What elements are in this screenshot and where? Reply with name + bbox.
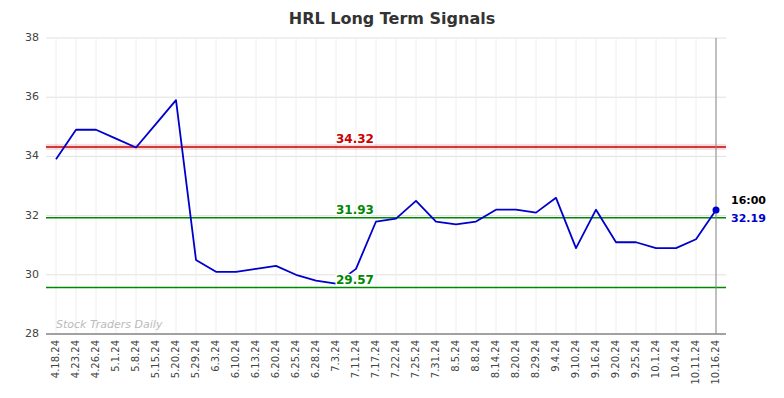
x-grid-line: [636, 38, 637, 334]
price-line: [56, 100, 716, 284]
x-grid-line: [136, 38, 137, 334]
y-tick-label: 38: [25, 31, 39, 44]
x-grid-line: [336, 38, 337, 334]
title: HRL Long Term Signals: [289, 9, 496, 28]
x-tick-label: 8.8.24: [470, 340, 481, 372]
reference-label: 34.32: [336, 132, 374, 146]
x-grid-line: [176, 38, 177, 334]
y-grid-line: [46, 274, 726, 275]
x-tick-label: 5.1.24: [110, 340, 121, 372]
x-tick-label: 8.20.24: [510, 340, 521, 378]
x-tick-label: 5.20.24: [170, 340, 181, 378]
end-label: 16:00: [731, 194, 766, 207]
reference-band: [46, 144, 726, 150]
x-grid-line: [376, 38, 377, 334]
x-tick-label: 6.28.24: [310, 340, 321, 378]
x-tick-label: 6.13.24: [250, 340, 261, 378]
x-grid-line: [116, 38, 117, 334]
x-grid-line: [516, 38, 517, 334]
x-tick-label: 7.17.24: [370, 340, 381, 378]
x-tick-label: 9.25.24: [630, 340, 641, 378]
x-grid-line: [76, 38, 77, 334]
x-grid-line: [56, 38, 57, 334]
x-tick-label: 10.16.24: [710, 340, 721, 385]
x-tick-label: 6.3.24: [210, 340, 221, 372]
y-tick-label: 30: [25, 268, 39, 281]
x-grid-line: [596, 38, 597, 334]
x-grid-line: [196, 38, 197, 334]
plot-area: [46, 38, 726, 334]
x-grid-line: [616, 38, 617, 334]
y-grid-line: [46, 38, 726, 39]
y-grid-line: [46, 334, 726, 335]
x-tick-label: 10.4.24: [670, 340, 681, 378]
x-grid-line: [476, 38, 477, 334]
x-grid-line: [576, 38, 577, 334]
x-grid-line: [436, 38, 437, 334]
reference-line: [46, 146, 726, 148]
x-grid-line: [156, 38, 157, 334]
y-tick-label: 34: [25, 149, 39, 162]
x-tick-label: 6.10.24: [230, 340, 241, 378]
x-tick-label: 5.8.24: [130, 340, 141, 372]
y-grid-line: [46, 215, 726, 216]
x-grid-line: [716, 38, 717, 334]
x-tick-label: 4.26.24: [90, 340, 101, 378]
chart: HRL Long Term Signals 28 30 32 34 36 38 4.18.24…: [0, 0, 784, 398]
grid: [46, 38, 726, 334]
x-tick-label: 8.14.24: [490, 340, 501, 378]
x-grid-line: [676, 38, 677, 334]
x-grid-line: [536, 38, 537, 334]
x-grid-line: [656, 38, 657, 334]
x-tick-label: 5.15.24: [150, 340, 161, 378]
x-tick-label: 7.22.24: [390, 340, 401, 378]
watermark: Stock Traders Daily: [56, 318, 163, 331]
x-grid-line: [256, 38, 257, 334]
x-tick-label: 9.20.24: [610, 340, 621, 378]
x-grid-line: [396, 38, 397, 334]
x-grid-line: [356, 38, 357, 334]
x-tick-label: 9.10.24: [570, 340, 581, 378]
x-grid-line: [416, 38, 417, 334]
reference-line: [46, 217, 726, 219]
x-grid-line: [236, 38, 237, 334]
x-tick-label: 7.31.24: [430, 340, 441, 378]
x-tick-label: 10.1.24: [650, 340, 661, 378]
end-marker-line: [716, 38, 717, 334]
y-grid-line: [46, 97, 726, 98]
x-grid-line: [556, 38, 557, 334]
x-tick-label: 6.20.24: [270, 340, 281, 378]
x-grid-line: [96, 38, 97, 334]
x-tick-label: 4.23.24: [70, 340, 81, 378]
y-grid-line: [46, 156, 726, 157]
x-tick-label: 7.3.24: [330, 340, 341, 372]
x-tick-label: 8.29.24: [530, 340, 541, 378]
x-tick-label: 9.4.24: [550, 340, 561, 372]
x-grid-line: [696, 38, 697, 334]
x-grid-line: [496, 38, 497, 334]
x-grid-line: [216, 38, 217, 334]
x-grid-line: [456, 38, 457, 334]
y-tick-label: 32: [25, 209, 39, 222]
x-tick-label: 8.5.24: [450, 340, 461, 372]
x-tick-label: 7.11.24: [350, 340, 361, 378]
x-tick-label: 9.16.24: [590, 340, 601, 378]
x-grid-line: [276, 38, 277, 334]
y-tick-label: 36: [25, 90, 39, 103]
x-grid-line: [316, 38, 317, 334]
x-tick-label: 6.25.24: [290, 340, 301, 378]
y-tick-label: 28: [25, 327, 39, 340]
x-axis: [46, 334, 726, 335]
end-label: 32.19: [731, 212, 766, 225]
reference-line: [46, 287, 726, 289]
x-tick-label: 7.25.24: [410, 340, 421, 378]
x-tick-label: 10.11.24: [690, 340, 701, 385]
end-dot: [713, 206, 720, 213]
x-grid-line: [296, 38, 297, 334]
reference-label: 29.57: [336, 273, 374, 287]
reference-label: 31.93: [336, 203, 374, 217]
x-tick-label: 5.29.24: [190, 340, 201, 378]
x-tick-label: 4.18.24: [50, 340, 61, 378]
